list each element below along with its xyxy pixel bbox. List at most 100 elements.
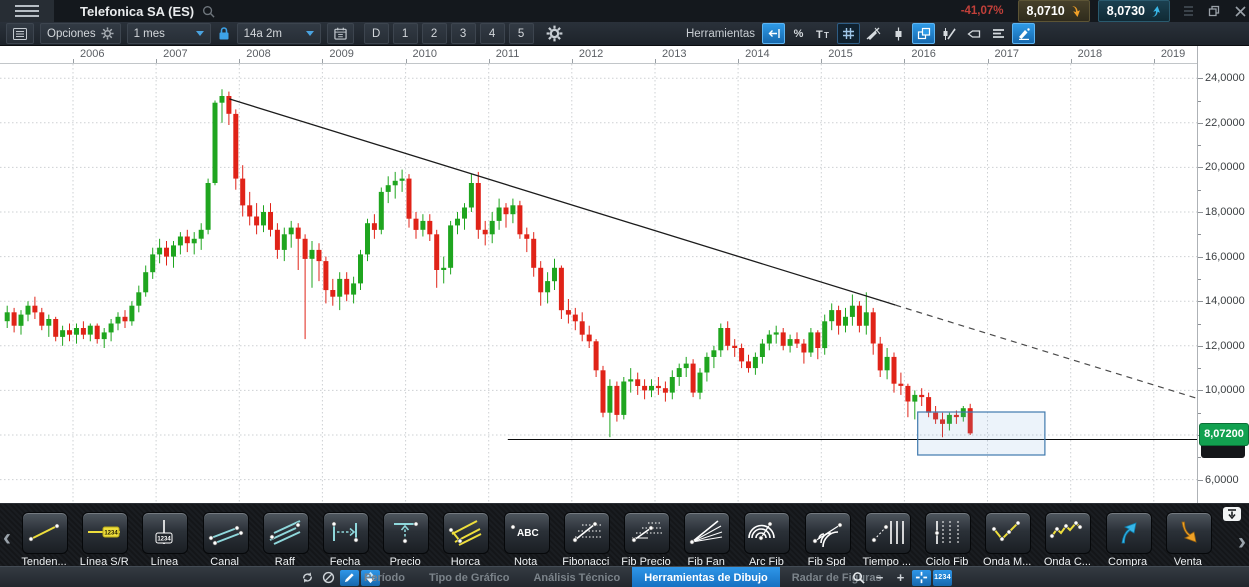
zoom-out-icon[interactable]: − (870, 570, 889, 586)
time-lines-icon (871, 521, 904, 544)
price-axis-tick (1198, 323, 1201, 325)
calendar-icon (333, 27, 347, 40)
time-axis-label: 2011 (495, 48, 520, 60)
candle-edit-icon[interactable] (937, 23, 960, 44)
price-axis-tick (1198, 78, 1203, 80)
expand-window-icon[interactable] (1205, 2, 1223, 20)
draw-tool-fib-arc[interactable] (744, 512, 791, 554)
time-axis[interactable]: 2006 2007 2008 2009 2010 2011 2012 2013 2014 2015… (0, 46, 1249, 64)
close-icon[interactable] (1231, 2, 1249, 20)
draw-tool-fib[interactable] (563, 512, 610, 554)
draw-tool-channel[interactable] (202, 512, 249, 554)
period-button-3[interactable]: 3 (450, 23, 476, 44)
draw-tool-price-range[interactable] (383, 512, 430, 554)
time-axis-tick (1153, 59, 1155, 63)
search-icon[interactable] (202, 5, 215, 18)
time-axis-tick (821, 59, 823, 63)
selection-rect[interactable] (917, 411, 1046, 456)
price-axis-tick (1198, 345, 1203, 347)
calendar-button[interactable] (326, 23, 354, 44)
chart-settings-gear-icon[interactable] (546, 25, 563, 42)
period-button-4[interactable]: 4 (479, 23, 505, 44)
edit-icon[interactable] (340, 569, 359, 586)
lock-icon[interactable] (217, 26, 231, 41)
interval-select[interactable]: 1 mes (126, 23, 211, 44)
zoom-in-label: + (896, 570, 905, 585)
price-axis-label: 18,0000 (1205, 206, 1245, 218)
bid-price-button[interactable]: 8,0710 (1017, 0, 1090, 22)
grid-icon[interactable] (837, 23, 860, 44)
tab-herramientas-de-dibujo[interactable]: Herramientas de Dibujo (632, 567, 780, 587)
time-axis-label: 2009 (329, 48, 354, 60)
gear-icon (101, 27, 114, 40)
draw-tool-label: Compra (1108, 556, 1148, 568)
draw-tool-raff[interactable] (262, 512, 309, 554)
draw-tool-trend[interactable] (22, 512, 68, 554)
sync-icon[interactable] (298, 570, 317, 586)
bid-price: 8,0710 (1026, 4, 1065, 18)
draw-tool-sr-line[interactable]: 1234 (82, 512, 129, 554)
chart-windows-icon[interactable] (912, 23, 935, 44)
sort-icon[interactable] (361, 569, 380, 586)
draw-tool-wave-m[interactable] (985, 512, 1032, 554)
zoom-in-icon[interactable]: + (891, 570, 910, 586)
draw-tool-fib-cycle[interactable] (925, 512, 971, 554)
price-axis[interactable]: 24,0000 22,0000 20,0000 18,0000 16,0000 14,00… (1197, 46, 1249, 503)
period-button-5[interactable]: 5 (508, 23, 534, 44)
undo-icon[interactable] (762, 23, 785, 44)
fib-cycle-icon (934, 521, 959, 544)
price-axis-tick (1198, 100, 1201, 102)
percent-icon[interactable]: % (793, 27, 804, 40)
period-button-D[interactable]: D (363, 23, 389, 44)
values-icon[interactable]: 1234 (933, 569, 952, 586)
draw-tool-date-range[interactable] (323, 512, 369, 554)
tools-icon-group: Herramientas % T T (686, 23, 1035, 44)
line-style-icon[interactable] (987, 23, 1010, 44)
scroll-right-icon[interactable]: › (1238, 528, 1246, 555)
collapse-panel-button[interactable] (1223, 507, 1241, 521)
chevron-down-icon (195, 31, 204, 36)
crosshair-icon[interactable] (912, 569, 931, 586)
draw-tool-fib-speed[interactable] (804, 512, 851, 554)
tab-per-odo[interactable]: Período (364, 571, 405, 584)
draw-indicator-icon[interactable] (862, 23, 885, 44)
draw-tool-fib-fan[interactable] (684, 512, 731, 554)
draw-tool-sell-arrow[interactable] (1165, 512, 1212, 554)
drag-grip-icon[interactable] (1184, 6, 1193, 16)
chart-canvas[interactable] (0, 64, 1197, 503)
tools-label: Herramientas (685, 27, 755, 40)
time-axis-label: 2019 (1160, 48, 1186, 60)
draw-tool-note[interactable]: ABC (503, 512, 550, 554)
trendline[interactable] (229, 98, 1197, 399)
period-button-2[interactable]: 2 (421, 23, 447, 44)
draw-tool-fib-price[interactable] (624, 512, 670, 554)
scroll-left-icon[interactable]: ‹ (3, 524, 11, 551)
options-button[interactable]: Opciones (40, 23, 121, 44)
time-axis-tick (571, 59, 573, 63)
draw-tool-pitchfork[interactable] (443, 512, 490, 554)
zoom-search-icon[interactable] (849, 570, 868, 586)
callout-icon[interactable] (962, 23, 985, 44)
price-axis-tick (1198, 234, 1201, 236)
menu-icon[interactable] (0, 0, 54, 22)
notes-list-button[interactable] (6, 23, 34, 44)
ask-price-button[interactable]: 8,0730 (1097, 0, 1170, 22)
tab-tipo-de-gr-fico[interactable]: Tipo de Gráfico (428, 571, 510, 584)
draw-tool-wave-c[interactable] (1045, 512, 1092, 554)
values-label: 1234 (934, 574, 951, 581)
draw-tool-vline[interactable]: 1234 (142, 512, 189, 554)
fib-speed-icon (812, 522, 843, 547)
draw-settings-icon[interactable] (1012, 23, 1035, 44)
tab-an-lisis-t-cnico[interactable]: Análisis Técnico (533, 571, 621, 584)
draw-tool-buy-arrow[interactable] (1105, 512, 1152, 554)
range-select[interactable]: 14a 2m (236, 23, 321, 44)
candle-icon[interactable] (887, 23, 910, 44)
draw-tool-time-lines[interactable] (864, 512, 911, 554)
period-button-1[interactable]: 1 (392, 23, 418, 44)
time-axis-label: 2010 (412, 48, 438, 60)
disable-icon[interactable] (319, 570, 338, 586)
time-axis-tick (904, 59, 906, 63)
price-axis-tick (1198, 390, 1203, 392)
